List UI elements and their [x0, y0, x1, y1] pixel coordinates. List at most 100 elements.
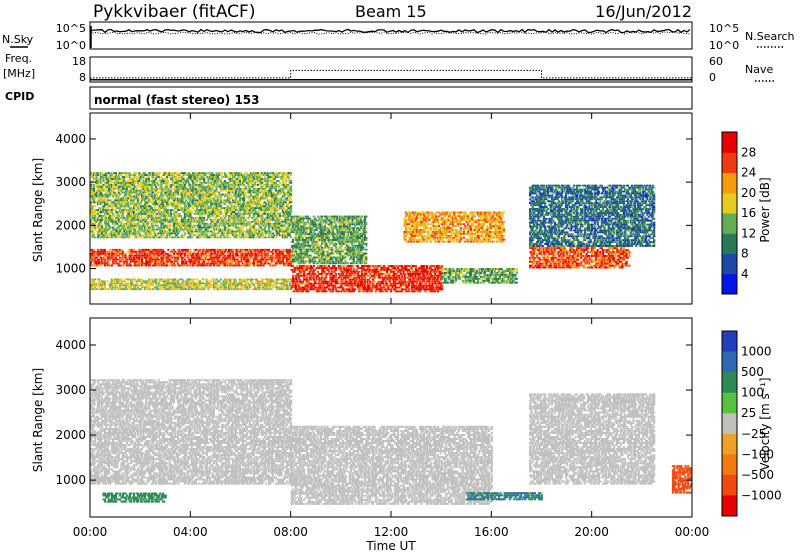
power-cell: [136, 189, 140, 192]
power-cell: [116, 213, 119, 215]
power-cell: [152, 256, 155, 259]
power-cell: [176, 250, 180, 253]
power-cell: [147, 232, 151, 235]
power-cell: [185, 215, 188, 217]
power-cell: [196, 172, 199, 175]
power-cell: [181, 260, 184, 263]
power-cell: [287, 211, 290, 213]
power-cell: [164, 260, 167, 263]
power-cell: [143, 254, 146, 257]
power-cell: [127, 197, 130, 200]
power-cell: [178, 178, 181, 180]
power-cell: [101, 258, 104, 261]
power-cell: [156, 218, 159, 221]
power-cell: [179, 207, 182, 210]
power-cell: [265, 183, 268, 186]
power-cell: [113, 220, 116, 223]
power-cell: [247, 220, 250, 223]
power-cell: [285, 254, 289, 257]
power-cell: [172, 201, 175, 204]
power-cell: [262, 189, 265, 192]
power-cell: [239, 284, 242, 287]
power-cell: [143, 189, 146, 192]
power-cell: [102, 234, 105, 237]
power-cell: [277, 250, 280, 253]
power-cell: [102, 256, 105, 259]
power-cell: [156, 195, 159, 198]
power-cell: [114, 205, 117, 208]
power-cell: [193, 260, 196, 263]
power-cell: [125, 282, 129, 285]
power-cell: [234, 174, 238, 176]
power-cell: [261, 178, 264, 180]
power-cell: [250, 203, 253, 206]
power-cell: [156, 174, 159, 176]
power-cell: [188, 278, 191, 281]
power-cell: [256, 178, 260, 180]
power-cell: [254, 174, 257, 176]
power-cell: [229, 197, 232, 200]
power-cell: [170, 211, 173, 213]
power-cell: [261, 232, 264, 235]
power-cell: [176, 181, 180, 184]
power-cell: [237, 260, 240, 263]
power-cell: [240, 260, 243, 263]
power-cell: [181, 262, 184, 265]
power-cell: [283, 220, 286, 223]
power-cell: [98, 215, 101, 217]
power-cell: [215, 213, 218, 215]
power-cell: [207, 178, 210, 180]
power-cell: [232, 189, 235, 192]
power-cell: [113, 258, 116, 261]
power-cell: [269, 278, 272, 281]
power-cell: [266, 280, 269, 283]
power-cell: [119, 256, 122, 259]
power-cell: [201, 252, 204, 255]
power-cell: [174, 205, 177, 208]
power-cell: [256, 213, 260, 215]
power-cell: [212, 211, 215, 213]
power-cell: [161, 205, 164, 208]
power-cell: [268, 203, 271, 206]
power-cell: [236, 199, 239, 202]
power-cell: [145, 232, 148, 235]
power-cell: [136, 222, 140, 225]
power-cell: [121, 213, 124, 215]
power-cell: [186, 280, 189, 283]
power-cell: [124, 254, 127, 257]
power-cell: [103, 284, 106, 287]
power-cell: [287, 234, 290, 237]
power-cell: [147, 205, 151, 208]
power-cell: [265, 209, 268, 211]
power-cell: [189, 189, 192, 192]
power-cell: [147, 187, 151, 190]
power-cell: [192, 282, 195, 285]
power-cell: [268, 230, 271, 233]
power-cell: [189, 248, 192, 251]
power-cell: [163, 187, 166, 190]
power-cell: [188, 201, 191, 204]
power-cell: [211, 178, 214, 180]
power-cell: [124, 201, 127, 204]
power-cell: [183, 218, 186, 221]
power-cell: [119, 230, 122, 233]
power-cell: [203, 209, 206, 211]
power-cell: [149, 278, 152, 281]
power-cell: [182, 230, 185, 233]
power-cell: [236, 230, 239, 233]
power-cell: [243, 248, 246, 251]
power-cell: [214, 201, 217, 204]
power-cell: [279, 250, 282, 253]
power-cell: [210, 211, 213, 213]
power-cell: [143, 252, 146, 255]
power-cell: [123, 252, 126, 255]
power-cell: [281, 258, 284, 261]
power-cell: [160, 215, 163, 217]
power-cell: [183, 203, 186, 206]
power-cell: [179, 201, 182, 204]
power-cell: [128, 264, 131, 267]
power-cell: [153, 193, 156, 196]
power-cell: [200, 262, 203, 265]
power-cell: [95, 181, 98, 184]
power-cell: [226, 176, 229, 178]
